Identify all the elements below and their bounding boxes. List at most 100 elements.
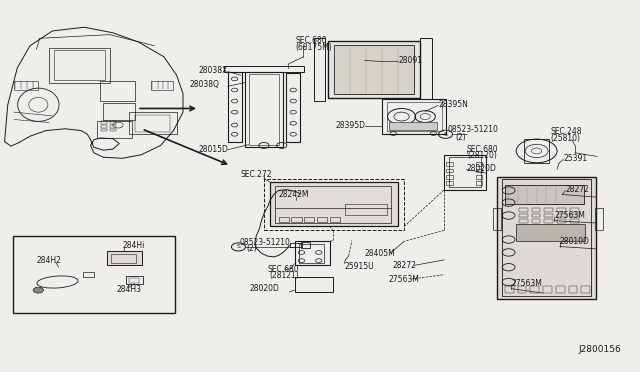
Bar — [556, 286, 564, 293]
Bar — [49, 48, 109, 83]
Bar — [135, 115, 170, 132]
Bar — [317, 217, 327, 222]
Bar — [557, 208, 566, 212]
Bar — [476, 169, 483, 172]
Bar — [151, 81, 173, 90]
Bar — [109, 121, 116, 124]
Bar — [531, 286, 540, 293]
Bar — [109, 129, 116, 131]
Bar — [544, 208, 553, 212]
Bar — [264, 179, 404, 230]
Bar — [505, 185, 584, 204]
Bar — [476, 181, 483, 185]
Bar — [516, 224, 585, 241]
Bar — [532, 214, 540, 217]
Text: 28395N: 28395N — [438, 100, 468, 109]
Bar — [420, 38, 431, 99]
Text: 25391: 25391 — [563, 154, 588, 163]
Text: 28395D: 28395D — [335, 121, 365, 130]
Bar — [544, 214, 553, 217]
Bar — [314, 38, 325, 101]
Bar — [476, 162, 483, 166]
Bar — [570, 214, 579, 217]
Bar — [505, 286, 514, 293]
Bar — [245, 71, 283, 147]
Bar — [129, 278, 139, 283]
Bar — [100, 125, 107, 128]
Text: S: S — [444, 132, 447, 137]
Bar — [125, 276, 143, 284]
Bar — [290, 243, 301, 247]
Text: (2): (2) — [455, 133, 466, 142]
Bar — [557, 214, 566, 217]
Text: (28121): (28121) — [269, 271, 299, 280]
Text: 28020D: 28020D — [250, 284, 280, 293]
Bar — [557, 225, 566, 228]
Bar — [493, 208, 501, 230]
Text: 28405M: 28405M — [365, 249, 396, 258]
Bar — [106, 251, 141, 265]
Text: SEC.680: SEC.680 — [467, 145, 498, 154]
Bar — [248, 74, 279, 145]
Bar — [518, 286, 527, 293]
Text: (28120): (28120) — [468, 151, 498, 160]
Text: SEC.680: SEC.680 — [268, 265, 300, 274]
Circle shape — [33, 287, 44, 293]
Text: SEC.248: SEC.248 — [550, 127, 582, 136]
Bar — [294, 241, 330, 265]
Bar — [294, 277, 333, 292]
Bar — [334, 45, 413, 94]
Bar — [54, 50, 104, 80]
Text: 284H2: 284H2 — [36, 256, 61, 265]
Bar — [532, 225, 540, 228]
Bar — [519, 208, 528, 212]
Bar — [103, 103, 135, 119]
Bar — [278, 217, 289, 222]
Text: 27563M: 27563M — [511, 279, 542, 288]
Bar — [519, 214, 528, 217]
Bar — [568, 286, 577, 293]
Bar — [544, 225, 553, 228]
Bar — [83, 272, 95, 277]
Text: 28010D: 28010D — [559, 237, 589, 246]
Bar — [446, 162, 452, 166]
Bar — [581, 286, 590, 293]
Bar — [476, 175, 483, 179]
Bar — [524, 139, 549, 163]
Bar — [286, 73, 300, 142]
Bar — [497, 177, 596, 299]
Text: 28015D: 28015D — [199, 145, 229, 154]
Bar — [595, 208, 603, 230]
Bar — [449, 157, 481, 187]
Bar — [97, 121, 132, 138]
Text: 27563M: 27563M — [554, 211, 586, 220]
Bar — [301, 243, 310, 248]
Bar — [304, 217, 314, 222]
Bar — [444, 155, 486, 190]
Bar — [502, 179, 591, 296]
Bar — [275, 186, 392, 223]
Bar — [109, 125, 116, 128]
Bar — [225, 65, 304, 72]
Bar — [519, 225, 528, 228]
Text: SEC.272: SEC.272 — [241, 170, 272, 179]
Bar — [570, 219, 579, 223]
Text: (25810): (25810) — [550, 134, 580, 142]
Bar — [14, 81, 38, 90]
Bar — [383, 99, 446, 134]
Bar — [446, 169, 452, 172]
Text: 08523-51210: 08523-51210 — [447, 125, 499, 134]
Bar — [387, 102, 442, 131]
Text: (2): (2) — [246, 244, 257, 253]
Bar — [299, 244, 324, 263]
Text: 28038Q: 28038Q — [189, 80, 220, 89]
Bar — [13, 236, 175, 313]
Bar — [270, 182, 397, 226]
Bar — [389, 122, 436, 130]
Text: 08523-51210: 08523-51210 — [239, 238, 290, 247]
Bar — [446, 175, 452, 179]
Text: (68175M): (68175M) — [296, 43, 333, 52]
Bar — [532, 208, 540, 212]
Bar — [543, 286, 552, 293]
Text: S: S — [237, 244, 241, 249]
